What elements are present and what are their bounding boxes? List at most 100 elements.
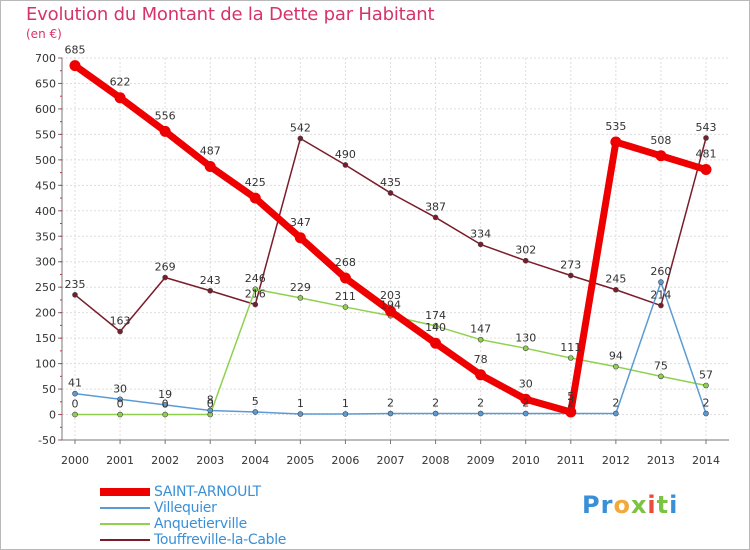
legend-item: SAINT-ARNOULT — [100, 484, 360, 500]
data-label-touffreville-la-cable: 163 — [110, 315, 131, 328]
data-label-saint-arnoult: 268 — [335, 256, 356, 269]
y-tick-label: 200 — [35, 307, 56, 320]
x-tick-label: 2007 — [377, 454, 405, 467]
y-tick-label: 100 — [35, 358, 56, 371]
y-tick-label: 250 — [35, 281, 56, 294]
legend-item: Anquetierville — [100, 516, 360, 532]
data-label-touffreville-la-cable: 245 — [605, 273, 626, 286]
data-point-villequier — [432, 410, 439, 417]
x-tick-label: 2012 — [602, 454, 630, 467]
data-point-touffreville-la-cable — [613, 286, 619, 293]
x-tick-label: 2013 — [647, 454, 675, 467]
data-point-saint-arnoult — [294, 232, 306, 244]
data-label-anquetierville: 94 — [609, 350, 623, 363]
chart-title: Evolution du Montant de la Dette par Hab… — [26, 4, 435, 25]
data-point-saint-arnoult — [249, 192, 261, 204]
data-point-anquetierville — [703, 382, 709, 389]
data-label-touffreville-la-cable: 490 — [335, 148, 356, 161]
data-label-villequier: 2 — [432, 397, 439, 410]
y-tick-label: 400 — [35, 205, 56, 218]
data-point-anquetierville — [297, 295, 304, 301]
data-label-saint-arnoult: 5 — [567, 390, 574, 403]
legend-swatch — [100, 488, 150, 496]
data-point-touffreville-la-cable — [477, 241, 484, 248]
data-point-anquetierville — [117, 411, 123, 418]
data-point-anquetierville — [613, 363, 619, 370]
data-point-touffreville-la-cable — [342, 162, 349, 168]
data-point-saint-arnoult — [655, 150, 667, 162]
data-point-touffreville-la-cable — [522, 257, 529, 264]
x-tick-label: 2004 — [241, 454, 269, 467]
legend-label: Anquetierville — [154, 516, 247, 532]
y-tick-label: 50 — [42, 383, 56, 396]
data-point-touffreville-la-cable — [387, 190, 394, 196]
data-label-anquetierville: 0 — [207, 398, 214, 411]
data-label-villequier: 2 — [567, 397, 574, 410]
data-point-touffreville-la-cable — [703, 135, 709, 141]
x-tick-label: 2002 — [151, 454, 179, 467]
unit-label: (en €) — [26, 27, 62, 41]
data-point-saint-arnoult — [385, 305, 396, 317]
data-label-anquetierville: 229 — [290, 281, 311, 294]
data-label-saint-arnoult: 347 — [290, 216, 311, 229]
data-point-villequier — [252, 409, 259, 415]
x-tick-label: 2005 — [286, 454, 314, 467]
data-label-villequier: 2 — [387, 397, 394, 410]
data-label-saint-arnoult: 487 — [200, 144, 221, 157]
proxiti-logo: Proxiti — [582, 491, 678, 519]
data-point-touffreville-la-cable — [72, 292, 78, 298]
data-label-saint-arnoult: 425 — [245, 176, 266, 189]
data-label-touffreville-la-cable: 235 — [65, 278, 86, 291]
x-tick-label: 2009 — [467, 454, 495, 467]
data-point-villequier — [72, 390, 78, 397]
data-label-anquetierville: 211 — [335, 290, 356, 303]
legend-swatch — [100, 523, 150, 525]
data-label-villequier: 2 — [612, 397, 619, 410]
data-label-anquetierville: 194 — [380, 299, 401, 312]
y-tick-label: 0 — [49, 409, 56, 422]
data-label-saint-arnoult: 140 — [425, 321, 446, 334]
data-label-anquetierville: 246 — [245, 272, 266, 285]
logo-letter: r — [600, 491, 614, 519]
data-point-touffreville-la-cable — [567, 272, 574, 279]
data-point-villequier — [297, 411, 304, 417]
data-label-saint-arnoult: 535 — [605, 120, 626, 133]
data-point-touffreville-la-cable — [117, 328, 123, 335]
data-label-touffreville-la-cable: 542 — [290, 121, 311, 134]
data-label-anquetierville: 174 — [425, 309, 446, 322]
y-tick-label: 550 — [35, 128, 56, 141]
data-label-anquetierville: 111 — [560, 341, 581, 354]
legend-label: Touffreville-la-Cable — [154, 532, 287, 548]
data-point-villequier — [477, 410, 484, 417]
logo-letter: t — [656, 491, 670, 519]
data-point-anquetierville — [658, 373, 664, 380]
data-point-villequier — [162, 402, 168, 408]
y-tick-label: 150 — [35, 332, 56, 345]
logo-letter: x — [630, 491, 648, 519]
y-tick-label: 300 — [35, 256, 56, 269]
data-label-villequier: 5 — [252, 395, 259, 408]
data-label-anquetierville: 75 — [654, 359, 668, 372]
x-tick-label: 2001 — [106, 454, 134, 467]
data-label-touffreville-la-cable: 435 — [380, 176, 401, 189]
x-tick-label: 2011 — [557, 454, 585, 467]
logo-letter: P — [582, 491, 601, 519]
data-point-anquetierville — [72, 411, 78, 418]
y-tick-label: -50 — [38, 434, 56, 447]
data-label-saint-arnoult: 685 — [65, 44, 86, 57]
data-label-anquetierville: 147 — [470, 323, 491, 336]
data-point-villequier — [207, 407, 214, 414]
data-point-saint-arnoult — [610, 136, 622, 148]
data-label-touffreville-la-cable: 543 — [696, 121, 717, 134]
data-point-saint-arnoult — [114, 92, 126, 104]
data-label-touffreville-la-cable: 273 — [560, 258, 581, 271]
data-point-saint-arnoult — [159, 125, 171, 137]
data-point-anquetierville — [162, 411, 168, 418]
data-point-anquetierville — [477, 336, 484, 343]
data-point-saint-arnoult — [700, 164, 712, 176]
data-label-touffreville-la-cable: 302 — [515, 244, 536, 257]
data-label-saint-arnoult: 30 — [519, 377, 533, 390]
data-label-saint-arnoult: 622 — [110, 76, 131, 89]
data-point-villequier — [387, 410, 394, 417]
